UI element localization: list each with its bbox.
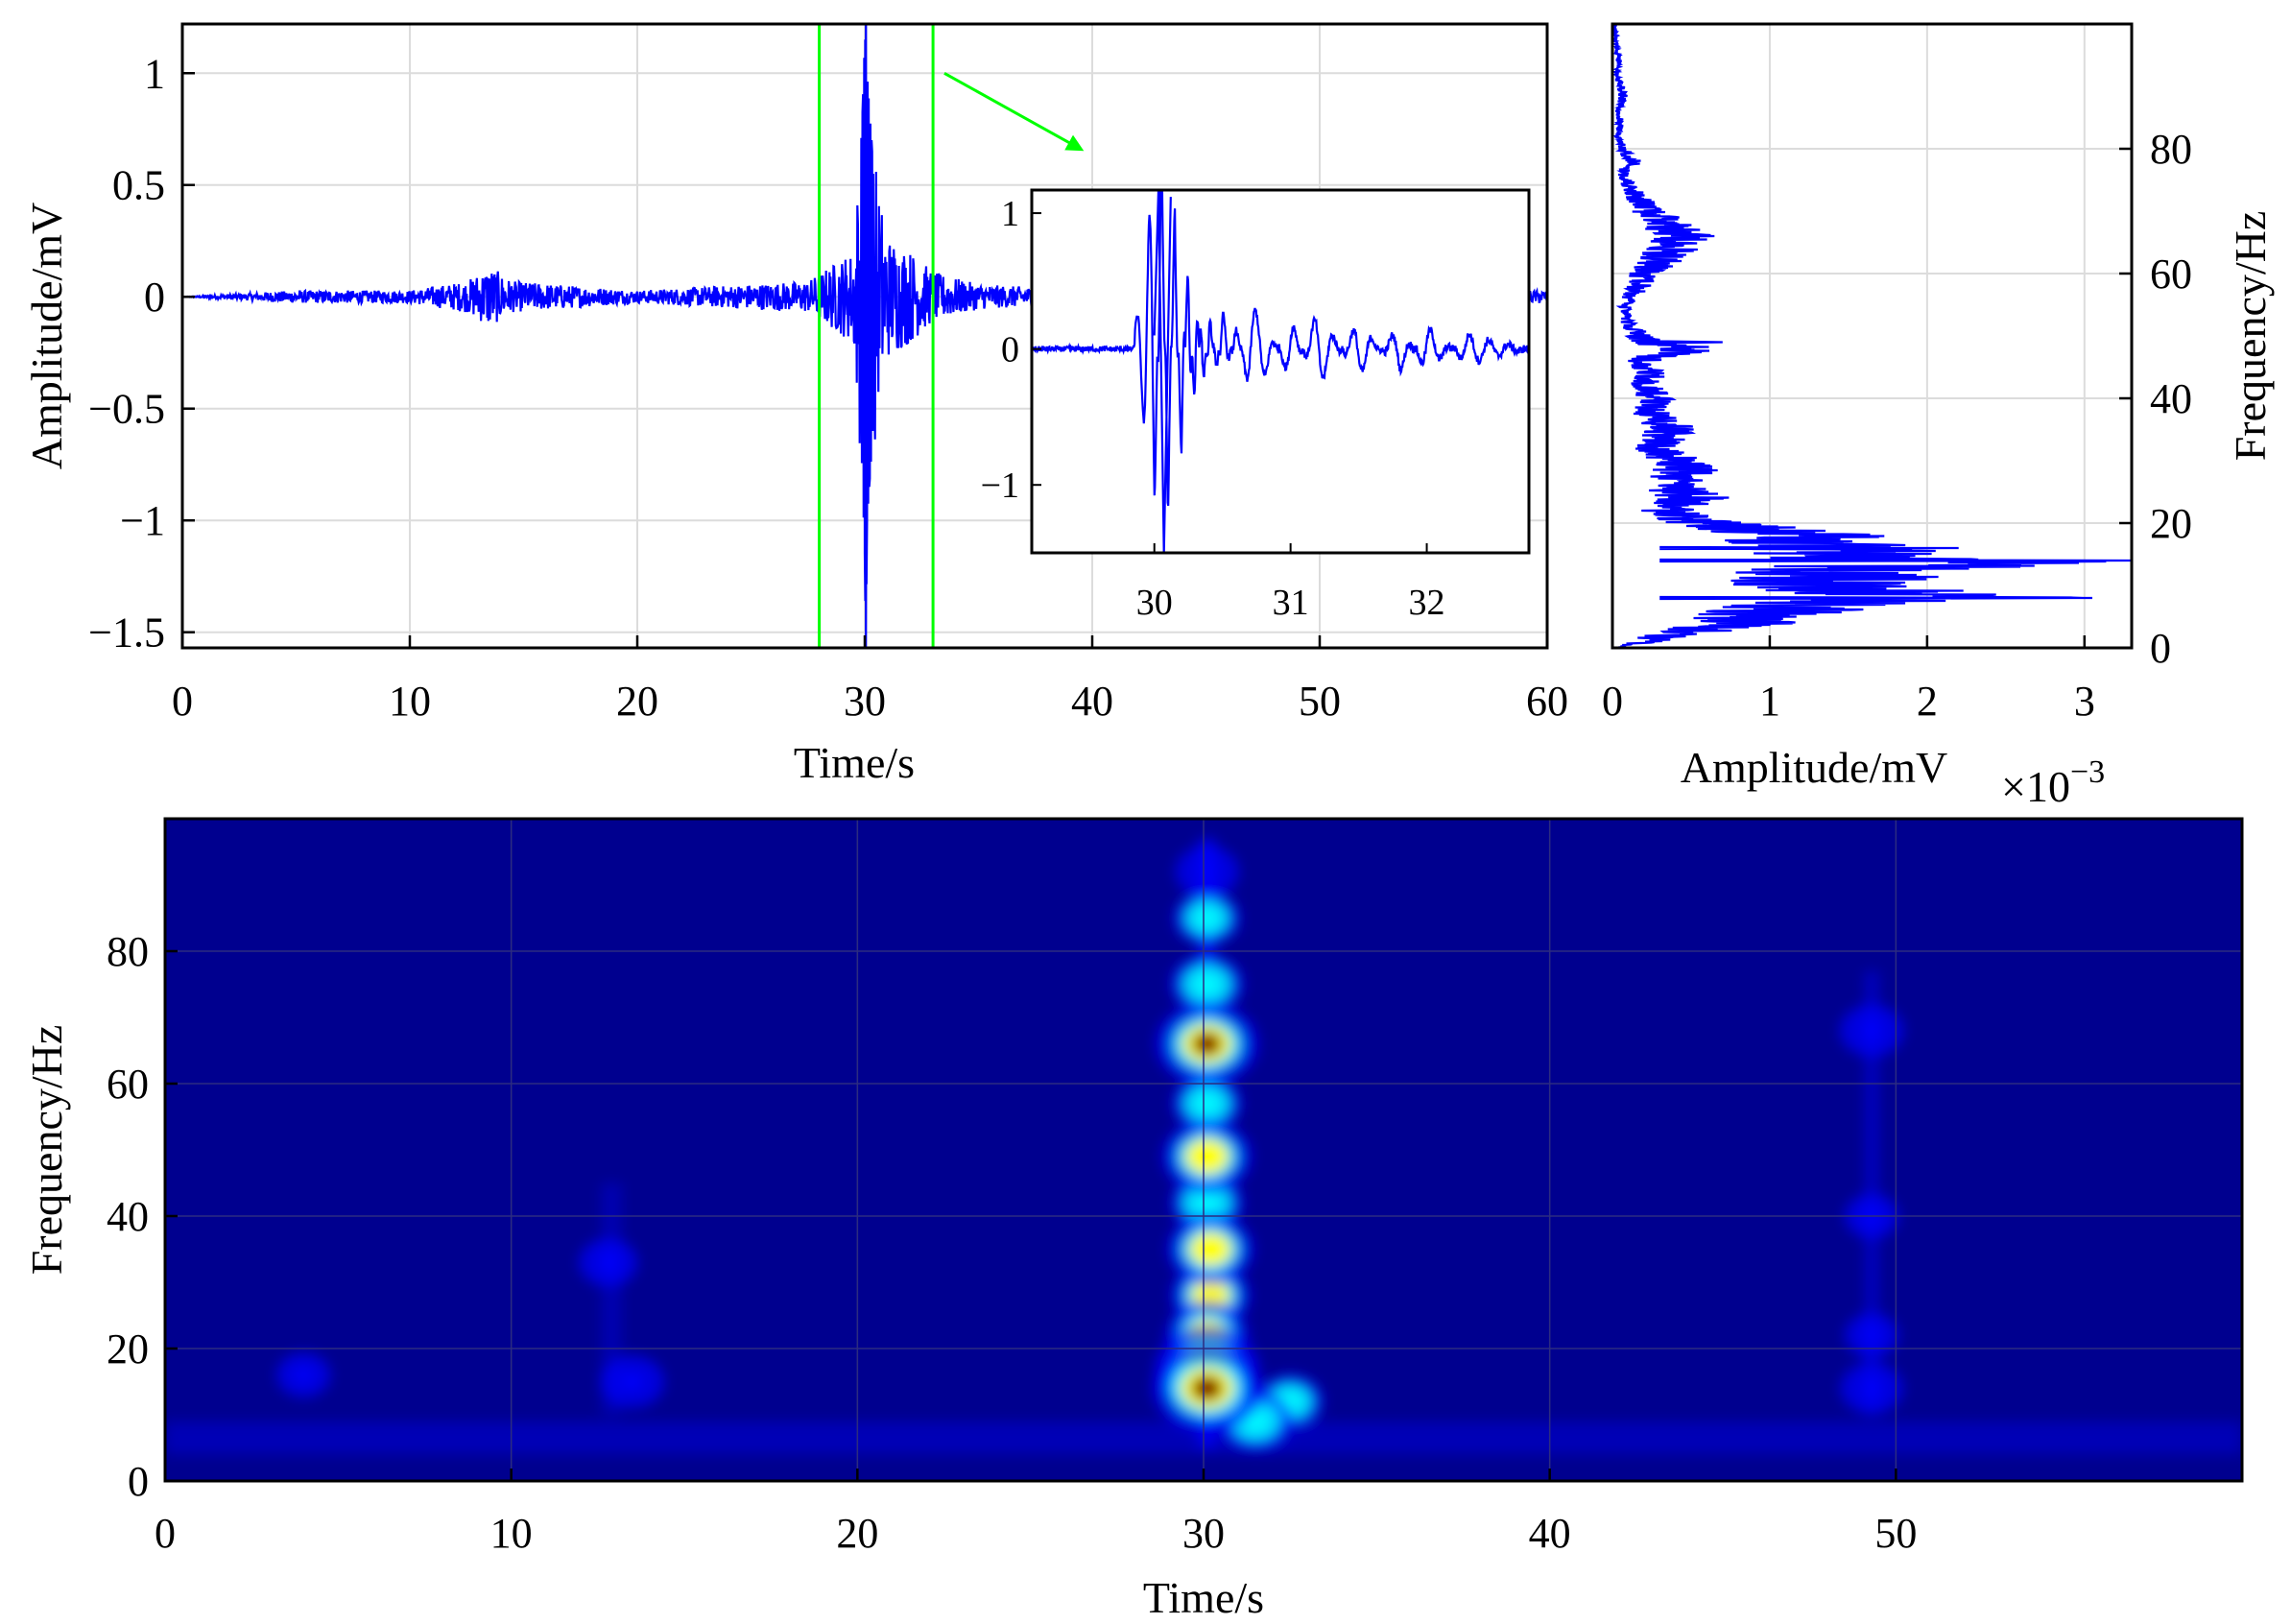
spectrogram-hotspot-core bbox=[1198, 1238, 1224, 1260]
spectrum-ytick-label: 80 bbox=[2150, 126, 2192, 173]
spectrogram-xtick-label: 40 bbox=[1529, 1510, 1571, 1557]
spectrogram-hotspot-core bbox=[1192, 1032, 1223, 1057]
spectrum-ytick-label: 60 bbox=[2150, 251, 2192, 298]
time-ytick-label: 0.5 bbox=[112, 162, 165, 209]
spectrum-multiplier-power: −3 bbox=[2070, 754, 2105, 790]
spectrum-exponent: ×10−3 bbox=[2001, 754, 2105, 811]
inset-ticks: 30 31 32 1 0 −1 bbox=[981, 194, 1445, 623]
spectrum-xtick-label: 2 bbox=[1917, 678, 1938, 725]
time-xtick-label: 20 bbox=[616, 678, 658, 725]
inset-signal-line bbox=[1032, 190, 1529, 553]
spectrogram-hotspot-core bbox=[1197, 1095, 1218, 1112]
time-ytick-label: −1 bbox=[120, 497, 165, 544]
inset-ytick-label: 1 bbox=[1001, 194, 1019, 234]
spectrogram-hotspot-core bbox=[1196, 975, 1218, 993]
spectrum-ytick-label: 40 bbox=[2150, 375, 2192, 422]
spectrogram-hotspot-core bbox=[1864, 1328, 1880, 1342]
spectrogram-hotspot-core bbox=[1191, 1375, 1224, 1401]
spectrum-plot: 0 1 2 3 0 20 40 60 80 Amplitude/mV ×10−3 Frequen… bbox=[1602, 22, 2275, 811]
spectrogram-hotspot-core bbox=[1862, 1380, 1881, 1397]
time-ytick-label: 1 bbox=[144, 50, 165, 97]
spectrogram-hotspot-core bbox=[296, 1368, 312, 1382]
inset-background bbox=[1032, 190, 1529, 553]
spectrogram-xtick-label: 50 bbox=[1874, 1510, 1917, 1557]
spectrogram-xtick-label: 0 bbox=[155, 1510, 176, 1557]
spectrogram-hotspot-core bbox=[599, 1255, 617, 1270]
time-xtick-label: 50 bbox=[1299, 678, 1341, 725]
spectrogram-secondary-streak bbox=[1864, 970, 1879, 1415]
spectrogram-xtick-label: 20 bbox=[836, 1510, 878, 1557]
inset-xtick-label: 31 bbox=[1273, 583, 1309, 623]
spectrogram-ytick-label: 20 bbox=[107, 1325, 149, 1373]
spectrogram-hotspot-core bbox=[1245, 1412, 1267, 1430]
spectrogram-hotspot-core bbox=[1197, 910, 1217, 926]
spectrogram-ytick-label: 0 bbox=[128, 1458, 149, 1505]
spectrum-xtick-label: 0 bbox=[1602, 678, 1623, 725]
spectrogram-ytick-label: 80 bbox=[107, 928, 149, 975]
spectrum-axes-frame bbox=[1611, 22, 2134, 650]
time-xtick-label: 30 bbox=[844, 678, 886, 725]
spectrogram-plot: 0 10 20 30 40 50 0 20 40 60 80 Time/s Frequency/Hz bbox=[22, 817, 2244, 1622]
spectrogram-ytick-label: 40 bbox=[107, 1193, 149, 1240]
zoom-arrow bbox=[943, 71, 1085, 152]
spectrogram-hotspot-core bbox=[623, 1373, 642, 1390]
spectrum-line bbox=[1612, 24, 2132, 648]
time-ytick-label: −1.5 bbox=[88, 609, 165, 657]
spectrogram-xlabel: Time/s bbox=[1143, 1573, 1264, 1622]
spectrum-multiplier-text: ×10 bbox=[2001, 762, 2070, 811]
spectrum-ytick-label: 0 bbox=[2150, 625, 2171, 672]
spectrogram-hotspot-core bbox=[1194, 1146, 1221, 1167]
spectrogram-hotspot-core bbox=[1862, 1022, 1881, 1039]
spectrogram-ticks: 0 10 20 30 40 50 0 20 40 60 80 bbox=[107, 928, 1917, 1557]
spectrogram-ytick-label: 60 bbox=[107, 1061, 149, 1108]
inset-xtick-label: 32 bbox=[1409, 583, 1445, 623]
time-xtick-label: 40 bbox=[1071, 678, 1113, 725]
zoom-inset-plot: 30 31 32 1 0 −1 bbox=[981, 188, 1531, 623]
spectrogram-hotspot-core bbox=[1199, 1286, 1223, 1305]
time-xtick-label: 0 bbox=[172, 678, 193, 725]
spectrogram-hotspot-core bbox=[1196, 1194, 1218, 1212]
time-ytick-label: 0 bbox=[144, 274, 165, 321]
inset-axes-frame bbox=[1030, 188, 1531, 555]
spectrum-xlabel: Amplitude/mV bbox=[1681, 743, 1948, 792]
spectrum-ticks: 0 1 2 3 0 20 40 60 80 bbox=[1602, 126, 2192, 725]
time-xtick-label: 10 bbox=[389, 678, 431, 725]
time-xlabel: Time/s bbox=[794, 738, 915, 787]
spectrogram-ylabel: Frequency/Hz bbox=[22, 1025, 71, 1276]
spectrogram-hotspot-core bbox=[1198, 864, 1217, 880]
time-xtick-label: 60 bbox=[1526, 678, 1568, 725]
time-ytick-label: −0.5 bbox=[88, 386, 165, 433]
spectrogram-xtick-label: 30 bbox=[1182, 1510, 1225, 1557]
time-ylabel: Amplitude/mV bbox=[22, 203, 71, 470]
spectrogram-xtick-label: 10 bbox=[490, 1510, 533, 1557]
inset-ytick-label: 0 bbox=[1001, 330, 1019, 370]
spectrum-ylabel: Frequency/Hz bbox=[2226, 211, 2275, 462]
spectrum-xtick-label: 1 bbox=[1759, 678, 1780, 725]
inset-ytick-label: −1 bbox=[981, 466, 1019, 506]
spectrum-xtick-label: 3 bbox=[2074, 678, 2095, 725]
spectrum-ytick-label: 20 bbox=[2150, 500, 2192, 547]
inset-xtick-label: 30 bbox=[1136, 583, 1173, 623]
